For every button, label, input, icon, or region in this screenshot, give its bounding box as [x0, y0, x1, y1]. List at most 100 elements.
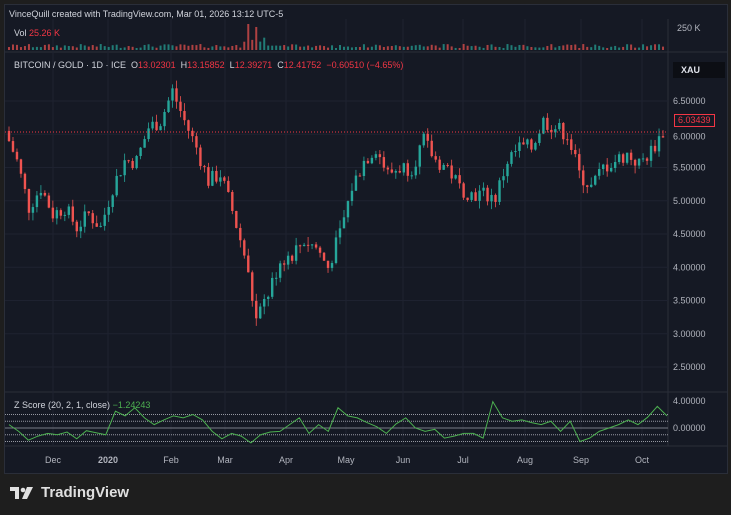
volume-bar: [478, 46, 481, 50]
candle-body: [107, 206, 110, 215]
volume-bar: [354, 47, 357, 50]
candle-body: [155, 121, 158, 131]
volume-bar: [31, 47, 34, 50]
candle-body: [282, 263, 286, 265]
volume-bar: [251, 39, 254, 50]
candle-body: [366, 160, 370, 164]
candle-body: [19, 159, 23, 174]
volume-bar: [283, 45, 286, 50]
candle-body: [470, 192, 473, 200]
candle-body: [542, 117, 545, 134]
volume-bar: [414, 45, 417, 50]
currency-label[interactable]: XAU: [673, 62, 725, 78]
candle-body: [99, 225, 102, 227]
candle-body: [474, 192, 477, 201]
candle-body: [199, 147, 202, 167]
volume-value: 25.26 K: [29, 28, 61, 38]
volume-bar: [618, 47, 621, 50]
volume-bar: [319, 45, 322, 50]
volume-bar: [466, 45, 469, 50]
volume-bar: [267, 45, 270, 50]
candle-body: [482, 187, 485, 191]
volume-bar: [207, 47, 210, 50]
time-axis-label: Jun: [396, 455, 411, 465]
price-axis-label: 5.50000: [673, 163, 706, 173]
candle-body: [394, 171, 398, 173]
volume-bar: [255, 26, 258, 50]
tradingview-logo[interactable]: TradingView: [10, 484, 129, 501]
volume-bar: [638, 47, 641, 50]
candle-body: [609, 167, 613, 172]
candle-body: [119, 175, 122, 177]
volume-bar: [366, 47, 369, 50]
volume-bar: [331, 45, 334, 50]
candle-body: [390, 169, 394, 173]
candle-body: [11, 141, 15, 152]
candle-body: [498, 180, 501, 202]
volume-bar: [219, 46, 222, 50]
volume-bar: [514, 46, 517, 50]
volume-bar: [147, 44, 150, 50]
time-axis-label: Feb: [163, 455, 179, 465]
candle-body: [625, 152, 629, 163]
candle-body: [342, 217, 346, 229]
candle-body: [15, 151, 19, 160]
candle-body: [191, 130, 194, 137]
zscore-legend[interactable]: Z Score (20, 2, 1, close) −1.24243: [14, 400, 150, 410]
volume-bar: [39, 47, 42, 50]
volume-bar: [175, 46, 178, 50]
volume-bar: [606, 47, 609, 50]
candle-body: [322, 252, 326, 261]
candle-body: [294, 245, 298, 261]
symbol-legend[interactable]: BITCOIN / GOLD · 1D · ICE O13.02301 H13.…: [14, 60, 403, 70]
symbol-name[interactable]: BITCOIN / GOLD · 1D · ICE: [14, 60, 127, 70]
candle-body: [334, 237, 338, 264]
candle-body: [187, 120, 190, 131]
candle-body: [259, 306, 262, 319]
chart-canvas[interactable]: Dec 2020 Feb Mar Apr May Jun Jul Aug Sep Oct 6.5000…: [5, 5, 727, 473]
candle-body: [645, 158, 649, 161]
volume-bar: [402, 46, 405, 50]
candle-body: [171, 88, 174, 101]
low-label: L: [229, 60, 235, 70]
volume-bar: [163, 44, 166, 50]
volume-bar: [187, 45, 190, 50]
tradingview-logo-icon: [10, 486, 33, 499]
candle-body: [621, 154, 625, 163]
volume-bar: [303, 46, 306, 50]
volume-bar: [578, 47, 581, 50]
candle-body: [530, 139, 533, 150]
volume-bar: [51, 47, 54, 50]
candle-body: [139, 147, 142, 157]
volume-bar: [362, 44, 365, 50]
chart-frame: Dec 2020 Feb Mar Apr May Jun Jul Aug Sep Oct 6.5000…: [4, 4, 728, 474]
volume-bar: [123, 47, 126, 50]
volume-bar: [658, 44, 661, 50]
volume-bar: [287, 46, 290, 50]
volume-bar: [490, 44, 493, 50]
volume-bar: [155, 47, 158, 50]
volume-bar: [299, 46, 302, 50]
candle-body: [318, 247, 322, 253]
volume-bar: [426, 46, 429, 50]
candle-body: [338, 228, 342, 238]
candle-body: [95, 223, 98, 227]
candle-body: [159, 126, 162, 131]
candle-body: [346, 201, 350, 218]
candle-body: [637, 158, 641, 166]
volume-bar: [614, 45, 617, 50]
volume-bar: [554, 47, 557, 50]
candle-body: [167, 100, 170, 112]
volume-bar: [159, 45, 162, 50]
candle-body: [454, 175, 457, 179]
volume-bar: [446, 44, 449, 50]
volume-bar: [558, 46, 561, 50]
volume-bar: [386, 46, 389, 50]
volume-bar: [223, 46, 226, 50]
volume-bar: [570, 44, 573, 50]
volume-legend: Vol 25.26 K: [14, 28, 60, 38]
candle-body: [554, 129, 557, 133]
volume-bar: [291, 44, 294, 50]
price-axis-label: 6.00000: [673, 131, 706, 141]
zscore-value: −1.24243: [112, 400, 151, 410]
